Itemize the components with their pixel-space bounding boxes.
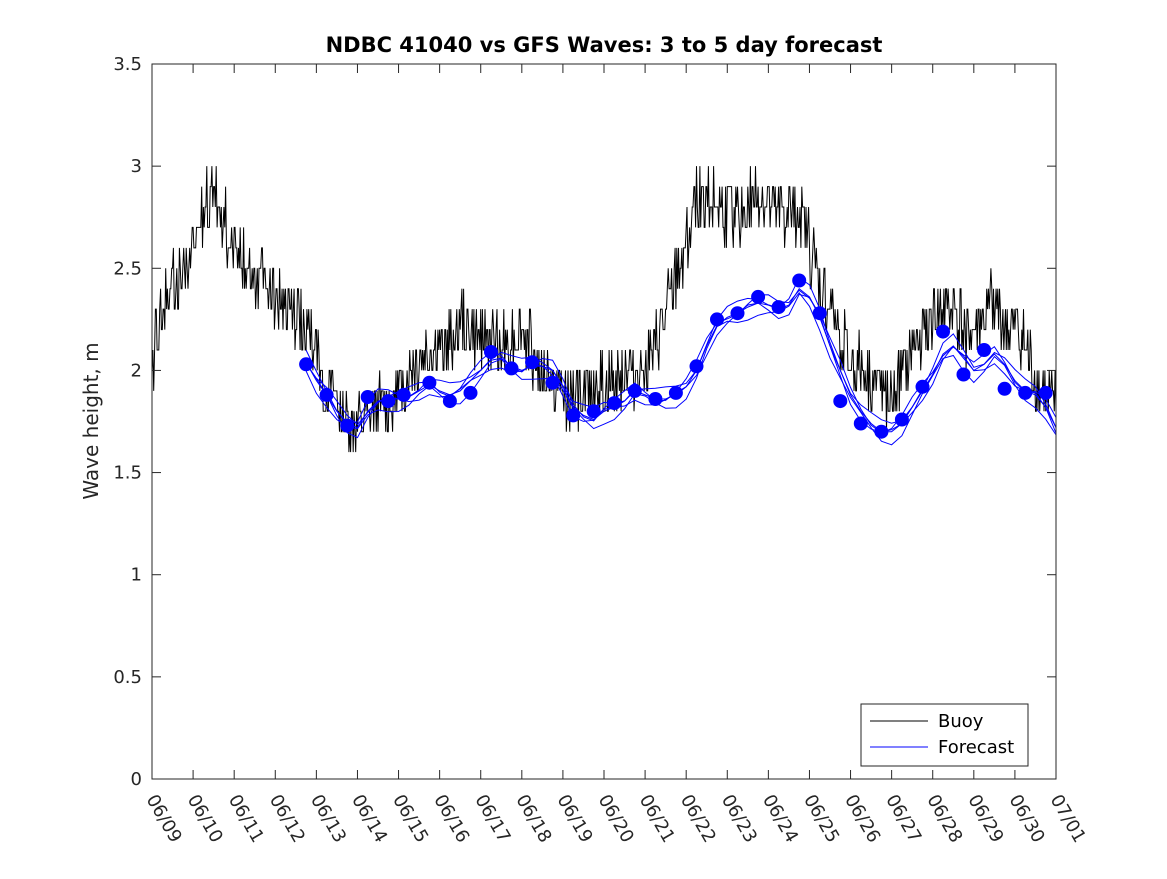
forecast-marker [566,408,581,423]
forecast-marker [422,375,437,390]
y-tick-label: 1.5 [113,463,142,484]
forecast-marker [484,345,498,359]
forecast-marker [894,412,909,427]
forecast-marker [956,367,971,382]
legend-box [860,703,1029,767]
forecast-marker [977,343,992,357]
forecast-marker [586,404,601,419]
forecast-marker [340,418,355,433]
y-tick-label: 2.5 [113,258,142,279]
forecast-marker [730,306,745,321]
forecast-marker [792,273,807,288]
forecast-marker [833,394,848,409]
forecast-marker [710,312,724,327]
y-axis-label: Wave height, m [79,342,103,499]
forecast-marker [525,355,540,370]
plot-area [152,64,1056,779]
forecast-marker [545,375,560,390]
chart-title: NDBC 41040 vs GFS Waves: 3 to 5 day fore… [326,33,883,57]
forecast-marker [915,379,930,394]
forecast-marker [853,416,868,431]
y-tick-label: 0.5 [113,667,142,688]
y-tick-label: 1 [131,565,142,586]
forecast-marker [751,289,766,304]
forecast-marker [668,385,683,400]
forecast-marker [936,324,950,339]
legend-label-buoy: Buoy [938,711,984,732]
forecast-marker [360,390,375,404]
forecast-marker [396,387,411,402]
forecast-marker [299,357,314,372]
y-tick-label: 2 [131,360,142,381]
forecast-marker [1038,385,1053,400]
forecast-marker [504,361,519,376]
forecast-marker [689,359,704,374]
forecast-marker [442,394,457,409]
forecast-marker [319,387,334,402]
legend: Buoy Forecast [860,703,1029,767]
forecast-marker [381,394,396,409]
y-tick-label: 0 [131,769,142,790]
forecast-marker [997,381,1012,396]
forecast-marker [463,385,478,400]
y-tick-label: 3.5 [113,54,142,75]
legend-label-forecast: Forecast [938,737,1014,758]
forecast-marker [874,424,889,439]
y-tick-label: 3 [131,156,142,177]
forecast-marker [648,392,663,406]
forecast-marker [1018,385,1033,400]
forecast-marker [812,306,827,321]
forecast-marker [771,300,786,315]
forecast-marker [627,383,642,398]
forecast-marker [607,396,622,411]
